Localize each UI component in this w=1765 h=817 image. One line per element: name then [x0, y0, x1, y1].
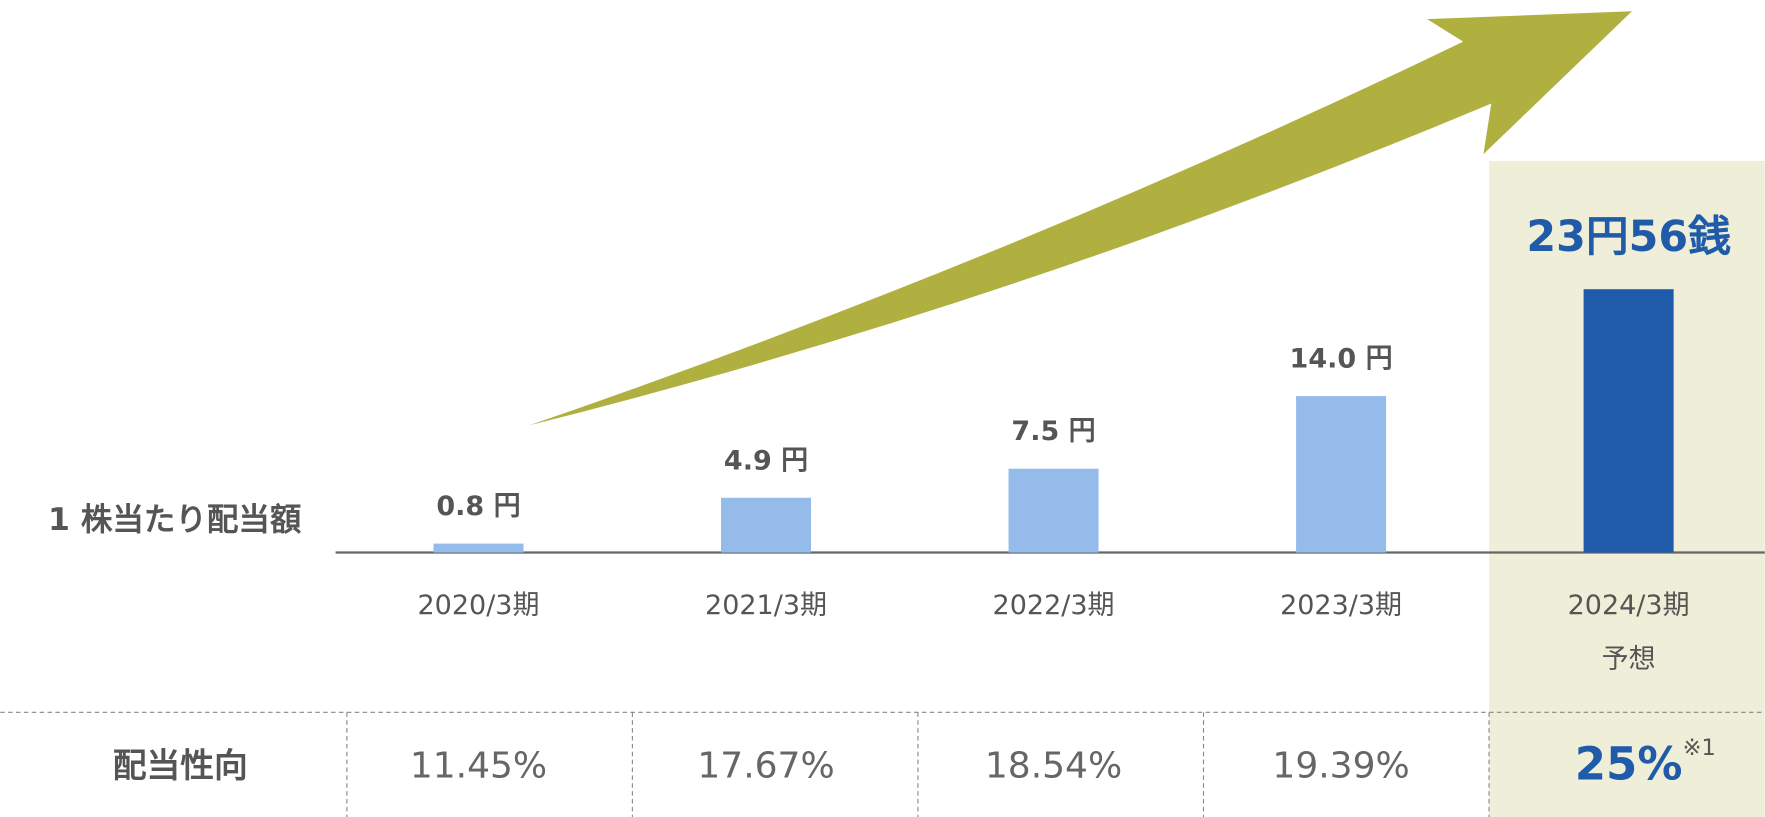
value-label: 0.8 円 [436, 491, 520, 522]
x-tick-label: 2021/3期 [705, 590, 827, 621]
value-label: 23円56銭 [1526, 212, 1731, 262]
value-label: 4.9 円 [724, 445, 808, 476]
payout-ratio: 25% [1575, 737, 1683, 790]
x-tick-label: 2020/3期 [418, 590, 540, 621]
bar [433, 543, 524, 553]
payout-ratio: 19.39% [1272, 745, 1409, 786]
bar [1008, 468, 1099, 553]
x-tick-label: 2024/3期 [1568, 590, 1690, 621]
bar [721, 497, 812, 553]
row-label: 配当性向 [113, 746, 248, 785]
row-label: 1 株当たり配当額 [48, 502, 302, 538]
forecast-label: 予想 [1602, 644, 1656, 675]
growth-arrow [529, 11, 1632, 426]
value-label: 7.5 円 [1011, 416, 1095, 447]
x-tick-label: 2022/3期 [993, 590, 1115, 621]
bar [1583, 289, 1674, 553]
bar [1296, 396, 1387, 553]
footnote-mark: ※1 [1683, 735, 1716, 761]
payout-ratio: 11.45% [410, 745, 547, 786]
payout-ratio: 17.67% [697, 745, 834, 786]
x-tick-label: 2023/3期 [1280, 590, 1402, 621]
value-label: 14.0 円 [1290, 344, 1393, 375]
payout-ratio: 18.54% [985, 745, 1122, 786]
